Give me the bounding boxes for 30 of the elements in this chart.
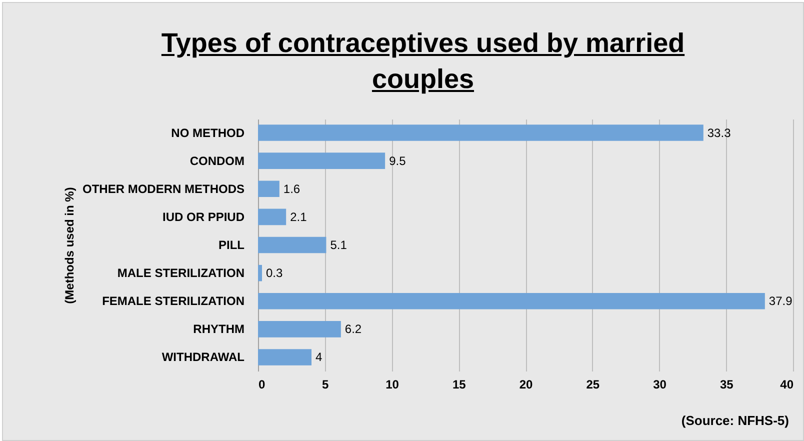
x-tick-label: 0 (258, 378, 266, 392)
x-tick-label: 35 (720, 378, 734, 392)
text: (Source: NFHS-5) (681, 413, 789, 428)
data-label: 2.1 (290, 210, 308, 224)
y-tick-label: FEMALE STERILIZATION (102, 294, 244, 308)
x-tick-label: 25 (586, 378, 600, 392)
data-label: 5.1 (330, 238, 348, 252)
y-tick-label: CONDOM (190, 154, 244, 168)
data-label: 0.3 (266, 266, 284, 280)
data-label: 1.6 (283, 182, 300, 196)
chart-title: Types of contraceptives used by married couples (160, 27, 686, 96)
y-tick-label: WITHDRAWAL (162, 350, 244, 364)
data-label: 9.5 (389, 154, 406, 168)
x-tick-label: 40 (780, 378, 794, 392)
y-tick-label: RHYTHM (193, 322, 245, 336)
data-label: 4 (316, 350, 322, 364)
y-axis-title: (Methods used in %) (62, 187, 76, 304)
data-label: 33.3 (707, 126, 732, 140)
x-tick-label: 30 (653, 378, 667, 392)
data-label: 6.2 (344, 322, 362, 336)
y-tick-label: MALE STERILIZATION (117, 266, 244, 280)
x-tick-label: 5 (322, 378, 330, 392)
y-tick-label: PILL (218, 238, 244, 252)
y-tick-label: OTHER MODERN METHODS (82, 182, 244, 196)
data-label: 37.9 (768, 294, 793, 308)
y-tick-label: IUD OR PPIUD (162, 210, 245, 224)
x-tick-label: 15 (452, 378, 466, 392)
x-tick-label: 10 (386, 378, 400, 392)
x-tick-label: 20 (519, 378, 533, 392)
y-tick-label: NO METHOD (171, 126, 245, 140)
